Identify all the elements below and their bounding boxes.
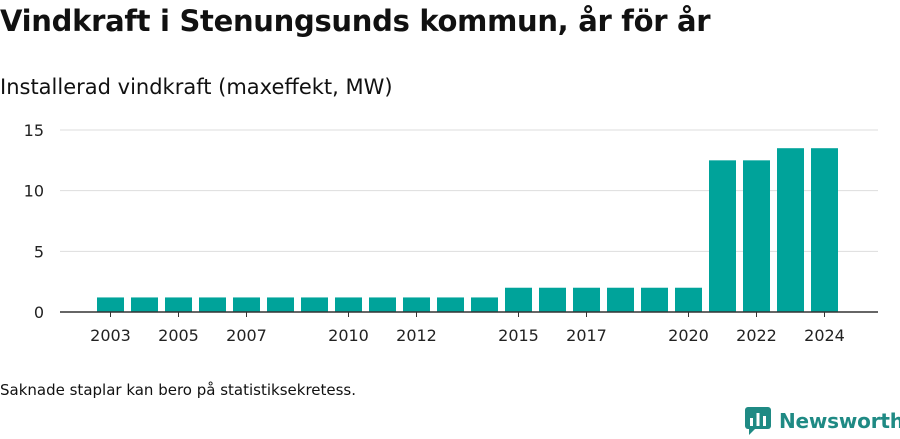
x-tick-label: 2005 [158,326,199,345]
footnote: Saknade staplar kan bero på statistiksek… [0,381,357,399]
brand-logo[interactable]: Newsworthy [745,407,900,435]
x-tick-label: 2024 [804,326,845,345]
bar-2005 [165,297,192,312]
y-tick-label: 0 [34,303,44,322]
bar-2012 [403,297,430,312]
bar-2016 [539,287,566,312]
bar-2004 [131,297,158,312]
chart-title: Vindkraft i Stenungsunds kommun, år för … [0,4,711,38]
x-tick-label: 2007 [226,326,267,345]
bar-2022 [743,160,770,312]
bar-2013 [437,297,464,312]
bar-chart: 0 5 10 15 2003 2005 2007 2010 2012 2015 2017 2020 20… [24,121,878,345]
bar-2019 [641,287,668,312]
chart-subtitle: Installerad vindkraft (maxeffekt, MW) [0,75,393,99]
x-tick-label: 2022 [736,326,777,345]
x-tick-label: 2010 [328,326,369,345]
x-tick-label: 2012 [396,326,437,345]
x-tick-label: 2015 [498,326,539,345]
x-tick-label: 2017 [566,326,607,345]
bar-2010 [335,297,362,312]
x-tick-label: 2003 [90,326,131,345]
bar-2020 [675,287,702,312]
bar-2018 [607,287,634,312]
bar-2014 [471,297,498,312]
x-tick-label: 2020 [668,326,709,345]
bar-2008 [267,297,294,312]
bar-2023 [777,148,804,312]
bar-2017 [573,287,600,312]
y-tick-label: 5 [34,242,44,261]
bar-2021 [709,160,736,312]
bar-2024 [811,148,838,312]
y-tick-label: 15 [24,121,44,140]
bar-2015 [505,287,532,312]
newsworthy-logo-icon [745,407,771,435]
brand-name: Newsworthy [779,409,900,433]
bar-2009 [301,297,328,312]
bar-2011 [369,297,396,312]
bar-2007 [233,297,260,312]
bar-2006 [199,297,226,312]
bar-2003 [97,297,124,312]
y-tick-label: 10 [24,182,44,201]
